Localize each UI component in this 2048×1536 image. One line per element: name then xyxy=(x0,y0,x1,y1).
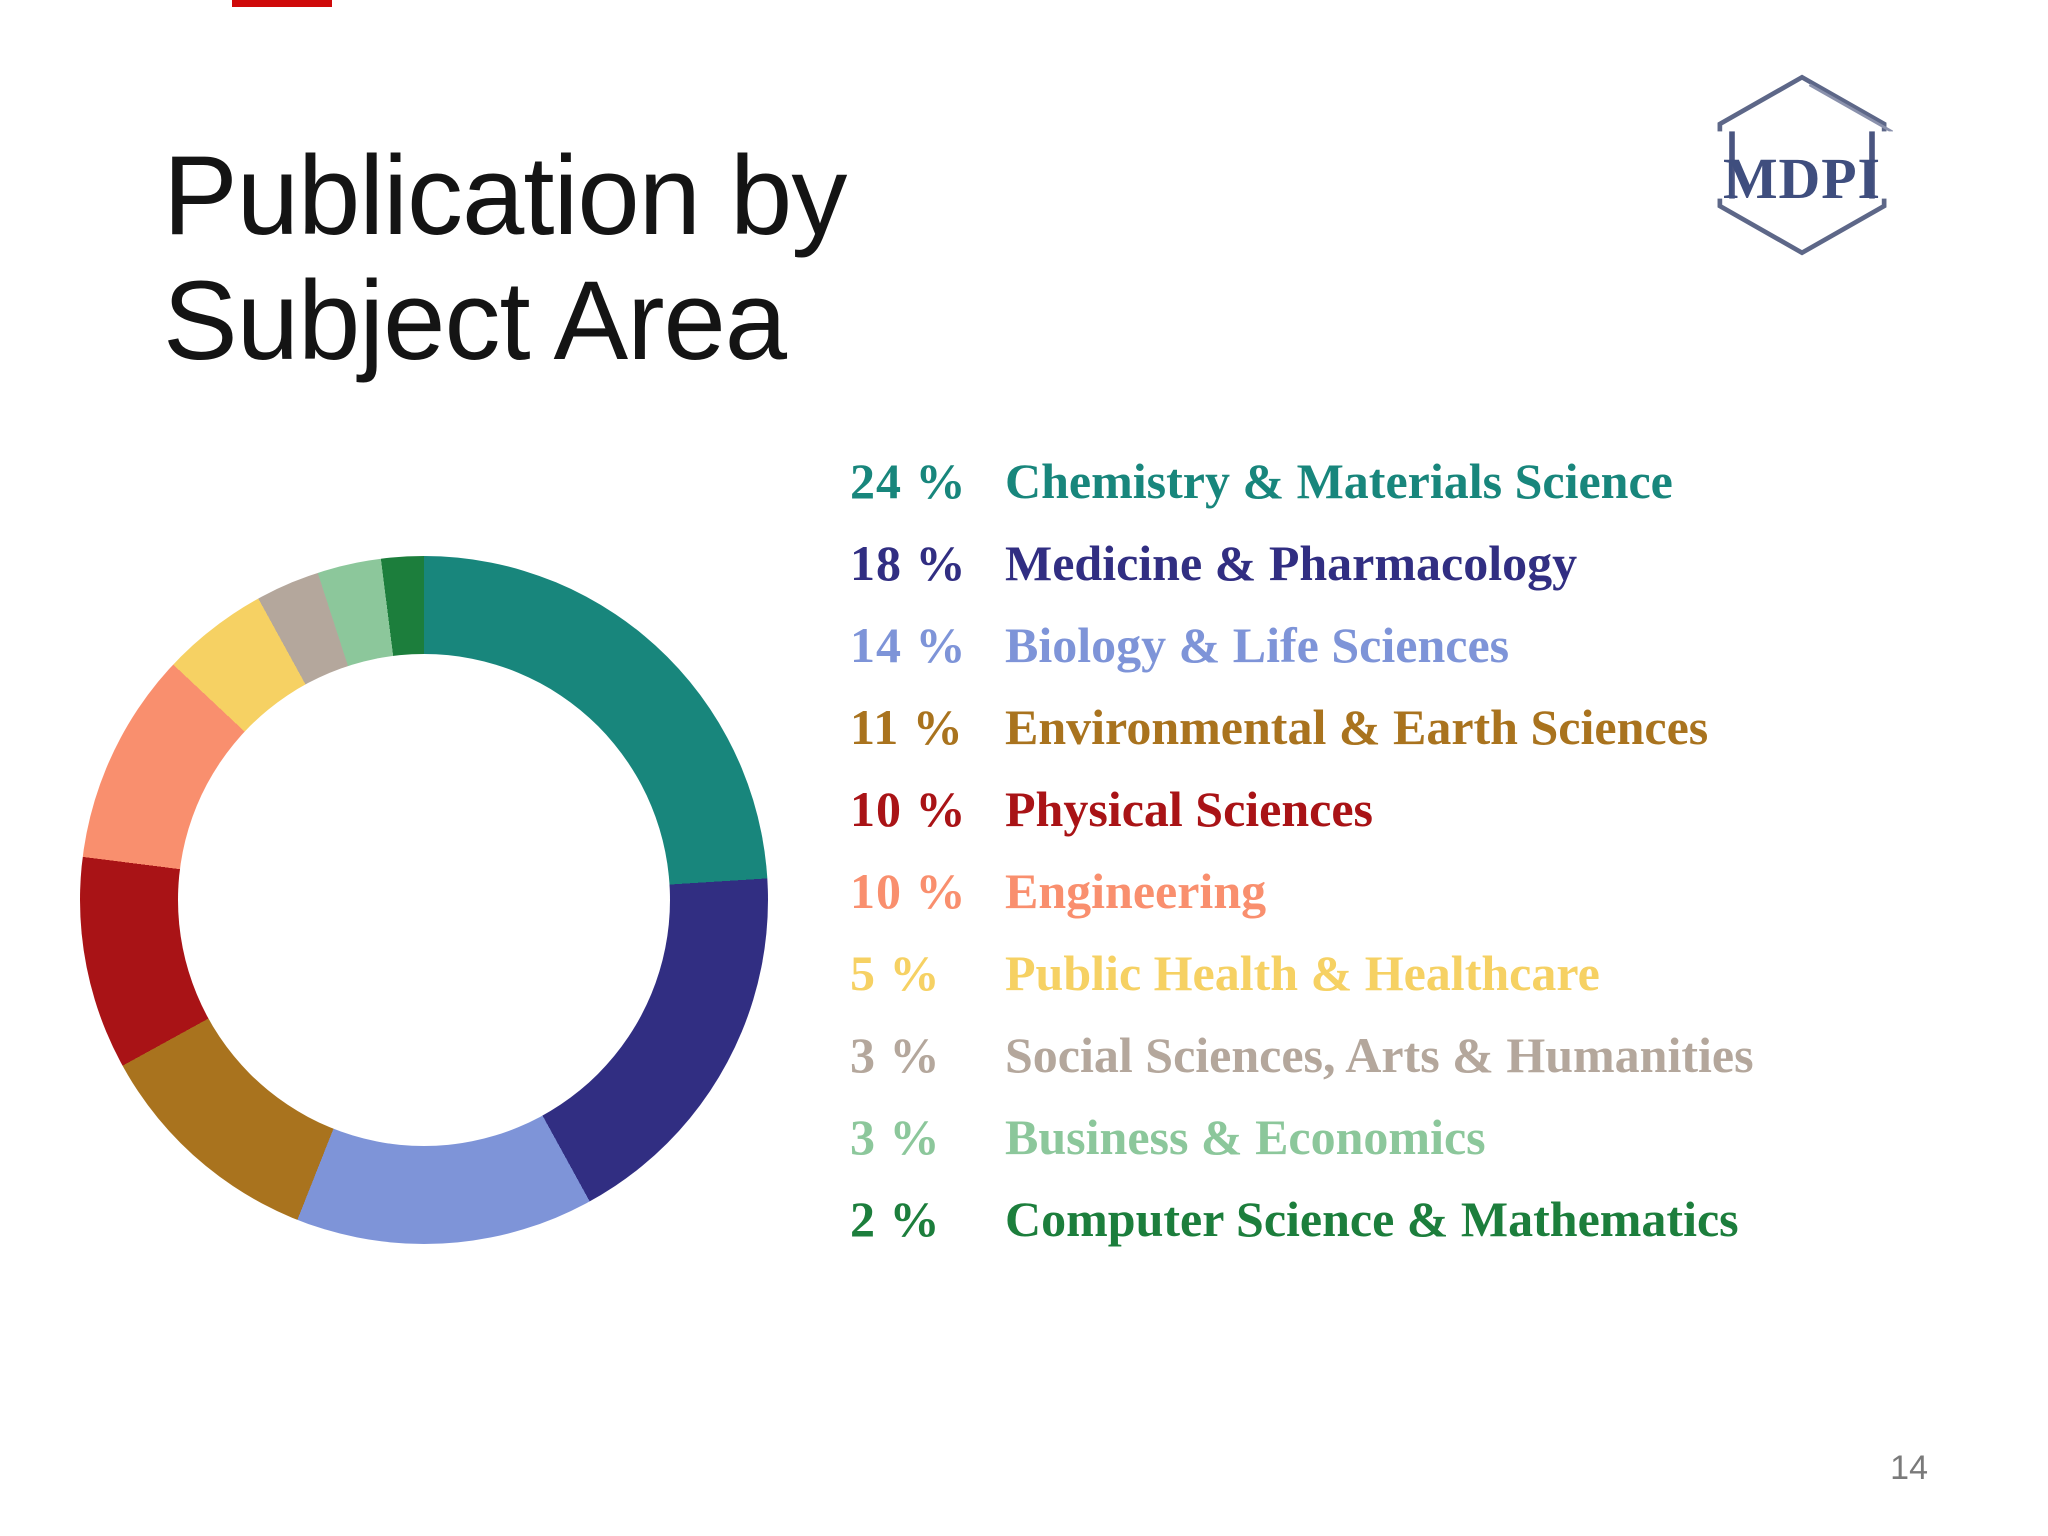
legend-item: 5 % Public Health & Healthcare xyxy=(850,932,1754,1014)
legend-label: Medicine & Pharmacology xyxy=(1005,535,1578,591)
legend-percent: 3 % xyxy=(850,1109,941,1165)
legend-item: 11 % Environmental & Earth Sciences xyxy=(850,686,1754,768)
legend-label: Business & Economics xyxy=(1005,1109,1486,1165)
legend-label: Physical Sciences xyxy=(1005,781,1374,837)
legend-percent: 11 % xyxy=(850,699,964,755)
legend-percent: 10 % xyxy=(850,863,967,919)
page-number: 14 xyxy=(1890,1449,1928,1487)
legend-item: 10 % Physical Sciences xyxy=(850,768,1754,850)
logo-text-band xyxy=(1688,131,1916,199)
logo-wordmark: MDPI xyxy=(1723,146,1881,211)
slide-title: Publication by Subject Area xyxy=(163,133,847,384)
legend-percent: 5 % xyxy=(850,945,941,1001)
hexagon-outline xyxy=(1717,74,1887,256)
legend-percent: 24 % xyxy=(850,453,967,509)
donut-chart xyxy=(80,556,768,1244)
legend-percent: 3 % xyxy=(850,1027,941,1083)
slide-edge-red-artifact xyxy=(232,0,332,7)
donut-hole xyxy=(178,654,670,1146)
legend-percent: 14 % xyxy=(850,617,967,673)
legend-item: 18 % Medicine & Pharmacology xyxy=(850,522,1754,604)
legend-item: 2 % Computer Science & Mathematics xyxy=(850,1178,1754,1260)
mdpi-logo: MDPI xyxy=(1662,70,1942,260)
legend-label: Social Sciences, Arts & Humanities xyxy=(1005,1027,1754,1083)
legend-label: Chemistry & Materials Science xyxy=(1005,453,1673,509)
legend-percent: 18 % xyxy=(850,535,967,591)
chart-legend: 24 % Chemistry & Materials Science 18 % Med… xyxy=(850,440,1754,1260)
logo-left-bar xyxy=(1729,131,1735,199)
legend-label: Computer Science & Mathematics xyxy=(1005,1191,1739,1247)
legend-item: 14 % Biology & Life Sciences xyxy=(850,604,1754,686)
logo-right-bar xyxy=(1869,131,1875,199)
legend-percent: 10 % xyxy=(850,781,967,837)
legend-percent: 2 % xyxy=(850,1191,941,1247)
legend-label: Biology & Life Sciences xyxy=(1005,617,1510,673)
legend-label: Public Health & Healthcare xyxy=(1005,945,1600,1001)
mdpi-logo-graphic: MDPI xyxy=(1688,74,1916,256)
legend-item: 3 % Business & Economics xyxy=(850,1096,1754,1178)
legend-item: 10 % Engineering xyxy=(850,850,1754,932)
legend-label: Engineering xyxy=(1005,863,1267,919)
legend-item: 24 % Chemistry & Materials Science xyxy=(850,440,1754,522)
legend-item: 3 % Social Sciences, Arts & Humanities xyxy=(850,1014,1754,1096)
legend-label: Environmental & Earth Sciences xyxy=(1005,699,1709,755)
